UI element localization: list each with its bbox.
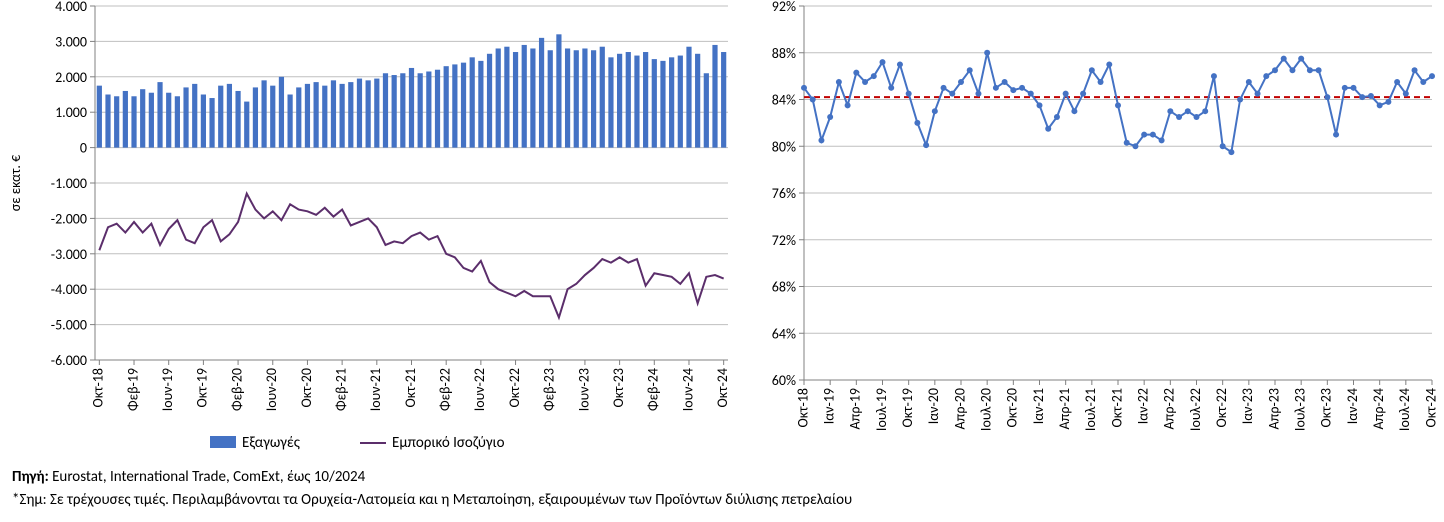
svg-text:-2.000: -2.000 (51, 210, 87, 227)
svg-text:Εξαγωγές: Εξαγωγές (242, 434, 301, 452)
svg-text:Οκτ-21: Οκτ-21 (402, 368, 419, 408)
svg-text:Οκτ-24: Οκτ-24 (1422, 388, 1439, 428)
svg-text:Ιουλ-22: Ιουλ-22 (1187, 388, 1204, 431)
source-label: Πηγή: (12, 468, 49, 486)
source-text: Eurostat, International Trade, ComExt, έ… (52, 468, 365, 486)
svg-text:Ιαν-19: Ιαν-19 (821, 388, 838, 424)
svg-text:Ιουλ-21: Ιουλ-21 (1082, 388, 1099, 431)
svg-text:-6.000: -6.000 (51, 352, 87, 369)
svg-text:4.000: 4.000 (55, 0, 87, 15)
svg-text:Ιαν-21: Ιαν-21 (1030, 388, 1047, 424)
chart-notes: Πηγή: Eurostat, International Trade, Com… (0, 460, 1444, 511)
svg-text:-5.000: -5.000 (51, 317, 87, 334)
svg-text:76%: 76% (772, 185, 796, 202)
svg-text:σε εκατ. €: σε εκατ. € (7, 155, 24, 211)
svg-text:88%: 88% (772, 45, 796, 62)
svg-text:Οκτ-22: Οκτ-22 (1213, 388, 1230, 428)
svg-text:Απρ-24: Απρ-24 (1370, 388, 1387, 429)
svg-text:Οκτ-20: Οκτ-20 (1004, 388, 1021, 428)
svg-text:-3.000: -3.000 (51, 246, 87, 263)
svg-text:Φεβ-21: Φεβ-21 (332, 368, 349, 411)
svg-text:Ιαν-24: Ιαν-24 (1344, 388, 1361, 424)
svg-text:-1.000: -1.000 (51, 175, 87, 192)
svg-text:Εμπορικό Ισοζύγιο: Εμπορικό Ισοζύγιο (392, 434, 505, 452)
svg-text:Απρ-21: Απρ-21 (1056, 388, 1073, 429)
svg-text:Απρ-22: Απρ-22 (1161, 388, 1178, 429)
svg-text:Φεβ-22: Φεβ-22 (437, 368, 454, 411)
svg-text:Οκτ-23: Οκτ-23 (610, 368, 627, 408)
svg-text:Ιαν-23: Ιαν-23 (1239, 388, 1256, 424)
svg-text:Ιουν-23: Ιουν-23 (575, 368, 592, 411)
svg-text:Απρ-20: Απρ-20 (951, 388, 968, 429)
svg-text:2.000: 2.000 (55, 69, 87, 86)
svg-text:-4.000: -4.000 (51, 281, 87, 298)
svg-text:Φεβ-23: Φεβ-23 (541, 368, 558, 411)
share-line-chart: 60% 64% 68% 72% 76% 80% 84% 88% 92% Οκτ-18 Ιαν-19 Α… (744, 0, 1444, 460)
svg-text:Ιαν-22: Ιαν-22 (1135, 388, 1152, 424)
svg-text:Οκτ-18: Οκτ-18 (794, 388, 811, 428)
svg-text:72%: 72% (772, 232, 796, 249)
svg-text:Ιουν-19: Ιουν-19 (159, 368, 176, 411)
svg-text:Φεβ-24: Φεβ-24 (645, 368, 662, 411)
svg-text:68%: 68% (772, 279, 796, 296)
svg-text:Ιουλ-24: Ιουλ-24 (1396, 388, 1413, 431)
svg-text:Οκτ-20: Οκτ-20 (298, 368, 315, 408)
svg-text:Ιουν-20: Ιουν-20 (263, 368, 280, 411)
svg-text:Οκτ-22: Οκτ-22 (506, 368, 523, 408)
svg-text:0: 0 (80, 140, 87, 157)
svg-text:Οκτ-18: Οκτ-18 (90, 368, 107, 408)
svg-text:60%: 60% (772, 372, 796, 389)
svg-text:Φεβ-19: Φεβ-19 (124, 368, 141, 411)
svg-text:3.000: 3.000 (55, 33, 87, 50)
svg-text:Οκτ-23: Οκτ-23 (1318, 388, 1335, 428)
svg-text:Φεβ-20: Φεβ-20 (228, 368, 245, 411)
svg-text:Ιουν-21: Ιουν-21 (367, 368, 384, 411)
svg-text:Ιουλ-23: Ιουλ-23 (1292, 388, 1309, 431)
svg-text:Οκτ-24: Οκτ-24 (714, 368, 731, 408)
svg-text:80%: 80% (772, 138, 796, 155)
footnote-text: *Σημ: Σε τρέχουσες τιμές. Περιλαμβάνοντα… (12, 489, 1432, 512)
svg-text:64%: 64% (772, 325, 796, 342)
exports-balance-chart: -6.000 -5.000 -4.000 -3.000 -2.000 -1.000 0 1.0… (0, 0, 740, 460)
svg-text:92%: 92% (772, 0, 796, 15)
svg-text:Οκτ-19: Οκτ-19 (194, 368, 211, 408)
svg-text:Οκτ-21: Οκτ-21 (1108, 388, 1125, 428)
svg-text:1.000: 1.000 (55, 104, 87, 121)
svg-text:Οκτ-19: Οκτ-19 (899, 388, 916, 428)
svg-text:Απρ-23: Απρ-23 (1265, 388, 1282, 429)
svg-text:Ιουν-22: Ιουν-22 (471, 368, 488, 411)
svg-text:84%: 84% (772, 92, 796, 109)
svg-text:Ιουν-24: Ιουν-24 (679, 368, 696, 411)
svg-text:Ιαν-20: Ιαν-20 (925, 388, 942, 424)
svg-text:Ιουλ-20: Ιουλ-20 (978, 388, 995, 431)
svg-text:Απρ-19: Απρ-19 (847, 388, 864, 429)
svg-text:Ιουλ-19: Ιουλ-19 (873, 388, 890, 431)
